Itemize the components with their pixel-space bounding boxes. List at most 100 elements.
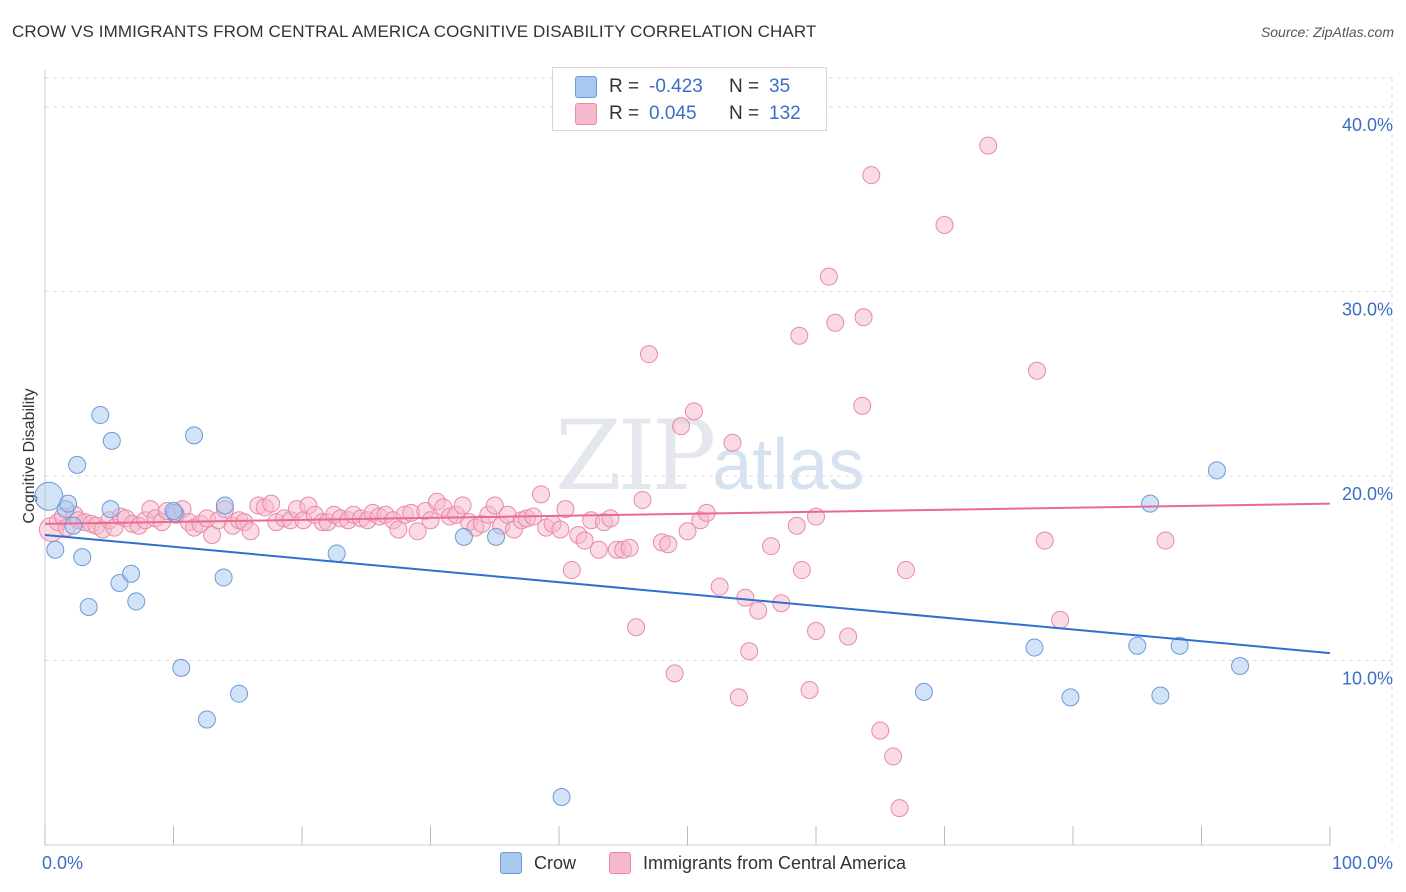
crow-point (1128, 636, 1147, 655)
y-tick-label: 30.0% (1342, 299, 1393, 319)
immigrants-point (871, 721, 890, 740)
series-legend: Crow Immigrants from Central America (0, 852, 1406, 876)
immigrants-point (807, 507, 825, 526)
immigrants-point (819, 267, 838, 286)
immigrants-point (762, 537, 781, 556)
immigrants-point (854, 308, 873, 327)
immigrants-point (408, 522, 427, 541)
crow-point (73, 548, 92, 567)
y-axis-label: Cognitive Disability (21, 388, 38, 523)
y-tick-label: 40.0% (1342, 115, 1393, 135)
legend-swatch-crow (575, 76, 597, 98)
immigrants-point (723, 433, 742, 452)
crow-point (454, 527, 473, 546)
immigrants-point (678, 522, 697, 541)
legend-row-crow: R = -0.423 N = 35 (575, 76, 790, 98)
immigrants-point (1028, 361, 1047, 380)
immigrants-point (485, 496, 504, 515)
crow-point (64, 516, 83, 535)
immigrants-point (659, 535, 678, 554)
series-legend-crow: Crow (500, 852, 576, 874)
crow-point (197, 710, 216, 729)
immigrants-point (1035, 531, 1054, 550)
series-label-immigrants: Immigrants from Central America (643, 852, 907, 873)
crow-point (91, 406, 110, 425)
immigrants-point (532, 485, 551, 504)
crow-point (68, 455, 87, 474)
immigrants-point (729, 688, 748, 707)
series-legend-immigrants: Immigrants from Central America (609, 852, 906, 874)
crow-point (1025, 638, 1044, 657)
crow-point (1141, 494, 1160, 513)
immigrants-point (853, 396, 872, 415)
immigrants-point (665, 664, 684, 683)
legend-n-value: 132 (769, 103, 801, 124)
series-swatch-immigrants (609, 852, 631, 874)
immigrants-point (589, 540, 608, 559)
legend-n-value: 35 (769, 76, 791, 97)
immigrants-point (790, 326, 809, 345)
immigrants-point (551, 520, 570, 539)
immigrants-point (562, 561, 581, 580)
immigrants-trend-line (44, 502, 1331, 525)
immigrants-point (800, 681, 819, 699)
immigrants-point (826, 313, 845, 332)
immigrants-point (862, 166, 881, 185)
crow-point (214, 568, 233, 587)
legend-r-label: R = (609, 103, 640, 124)
legend-row-immigrants: R = 0.045 N = 132 (575, 103, 801, 125)
x-tick-label: 0.0% (42, 853, 83, 873)
immigrants-point (684, 402, 703, 421)
immigrants-point (421, 511, 440, 530)
immigrants-point (620, 538, 639, 557)
immigrants-point (792, 561, 811, 580)
crow-point (127, 592, 146, 611)
legend-swatch-immigrants (575, 103, 597, 125)
immigrants-point (740, 642, 759, 661)
crow-point (552, 788, 571, 807)
immigrants-point (839, 627, 858, 646)
crow-point (215, 496, 234, 515)
legend-n-label: N = (729, 76, 760, 97)
immigrants-point (787, 516, 806, 535)
crow-point (1207, 461, 1226, 480)
crow-point (185, 426, 204, 445)
immigrants-point (749, 601, 768, 620)
crow-point (172, 658, 191, 677)
immigrants-point (736, 588, 755, 607)
crow-point (79, 597, 98, 616)
immigrants-point (896, 561, 915, 580)
legend-r-value: 0.045 (649, 103, 697, 124)
immigrants-point (241, 522, 260, 541)
immigrants-point (807, 621, 825, 640)
immigrants-point (1156, 531, 1175, 550)
legend-r-label: R = (609, 76, 640, 97)
immigrants-point (601, 509, 620, 528)
immigrants-point (672, 417, 691, 436)
crow-point (34, 481, 64, 511)
crow-point (46, 540, 65, 559)
chart-title: CROW VS IMMIGRANTS FROM CENTRAL AMERICA … (12, 22, 817, 41)
immigrants-point (575, 531, 594, 550)
crow-trend-line (44, 534, 1331, 655)
crow-point (1170, 636, 1189, 655)
legend-r-value: -0.423 (649, 76, 703, 97)
x-tick-label: 100.0% (1332, 853, 1393, 873)
immigrants-point (453, 496, 472, 515)
immigrants-point (262, 494, 281, 513)
immigrants-point (639, 345, 658, 364)
immigrants-point (710, 577, 729, 596)
immigrants-point (890, 799, 909, 818)
crow-point (122, 564, 141, 583)
crow-point (101, 500, 120, 519)
immigrants-point (884, 747, 903, 766)
source-label: Source: ZipAtlas.com (1260, 24, 1394, 40)
crow-point (164, 502, 183, 521)
y-tick-label: 20.0% (1342, 484, 1393, 504)
crow-point (914, 682, 933, 701)
crow-point (487, 527, 506, 546)
y-tick-label: 10.0% (1342, 668, 1393, 688)
crow-point (1061, 688, 1080, 707)
crow-point (230, 684, 249, 703)
